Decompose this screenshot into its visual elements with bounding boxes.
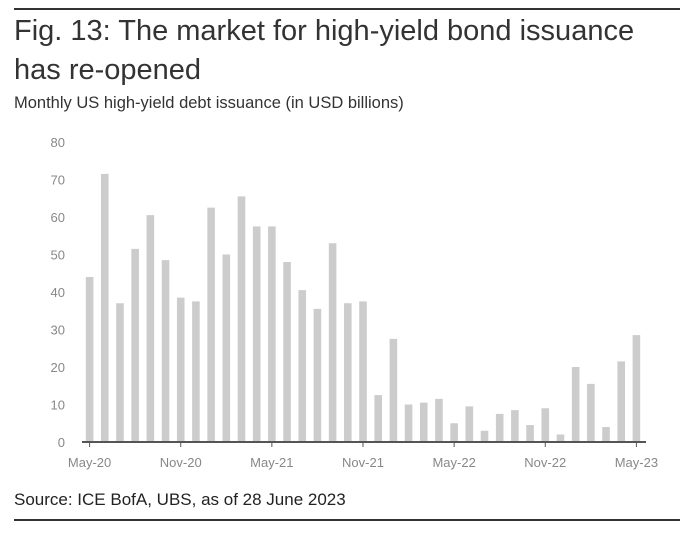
bar-Sep-22 (511, 410, 519, 443)
bar-Mar-23 (602, 427, 610, 442)
bar-Jun-20 (100, 173, 109, 443)
bar-Jul-21 (298, 290, 307, 443)
x-tick-label: Nov-21 (342, 455, 384, 470)
bar-Nov-20 (176, 297, 185, 443)
bar-Dec-20 (192, 301, 200, 443)
y-tick-label: 0 (58, 435, 65, 450)
y-tick-label: 70 (51, 173, 65, 188)
bar-Aug-21 (313, 308, 322, 443)
bar-Nov-22 (541, 408, 550, 442)
bar-Oct-21 (344, 303, 352, 442)
bar-Dec-22 (556, 434, 565, 442)
bar-Apr-23 (617, 361, 626, 443)
bar-Jun-21 (283, 262, 291, 442)
y-tick-label: 30 (51, 323, 65, 338)
bar-Apr-22 (435, 398, 443, 443)
bar-Jan-23 (571, 367, 580, 442)
bar-Dec-21 (374, 395, 382, 443)
bar-Mar-22 (419, 402, 428, 443)
bar-Jan-21 (207, 207, 215, 443)
bar-Oct-22 (526, 425, 534, 443)
x-tick-label: May-22 (432, 455, 475, 470)
figure-title: Fig. 13: The market for high-yield bond … (14, 15, 635, 86)
y-tick-label: 80 (51, 135, 65, 150)
x-tick-label: Nov-20 (160, 455, 202, 470)
bar-May-21 (268, 226, 276, 443)
x-tick-label: May-23 (615, 455, 658, 470)
top-rule (14, 8, 680, 10)
y-tick-label: 10 (51, 398, 65, 413)
bar-Oct-20 (161, 260, 170, 443)
y-tick-label: 50 (51, 248, 65, 263)
bar-Jun-22 (465, 406, 474, 443)
y-tick-label: 60 (51, 210, 65, 225)
bar-Aug-20 (131, 248, 139, 443)
y-tick-label: 20 (51, 360, 65, 375)
bar-Jan-22 (389, 338, 398, 443)
x-tick-label: May-21 (250, 455, 293, 470)
x-tick-label: Nov-22 (524, 455, 566, 470)
bar-chart: 0 10 20 30 40 50 60 70 80 May-20 Nov-20 May-21 Nov-2… (51, 135, 659, 470)
bar-Nov-21 (359, 301, 367, 443)
y-tick-label: 40 (51, 285, 65, 300)
bar-May-23 (632, 335, 641, 443)
bar-Jul-22 (480, 430, 489, 442)
bar-Sep-21 (328, 243, 337, 442)
bar-Feb-21 (222, 254, 231, 442)
bar-Aug-22 (495, 413, 504, 443)
bar-Sep-20 (146, 215, 155, 443)
figure-subtitle: Monthly US high-yield debt issuance (in … (14, 94, 404, 112)
x-tick-label: May-20 (68, 455, 111, 470)
bar-Jul-20 (116, 303, 124, 442)
bar-Mar-21 (237, 196, 246, 443)
bar-Feb-22 (404, 404, 413, 442)
source-note: Source: ICE BofA, UBS, as of 28 June 202… (14, 490, 346, 509)
bottom-rule (14, 519, 680, 521)
bar-Apr-21 (252, 226, 261, 443)
bar-Feb-23 (587, 383, 595, 443)
bar-May-22 (450, 423, 458, 442)
bar-May-20 (85, 277, 94, 442)
